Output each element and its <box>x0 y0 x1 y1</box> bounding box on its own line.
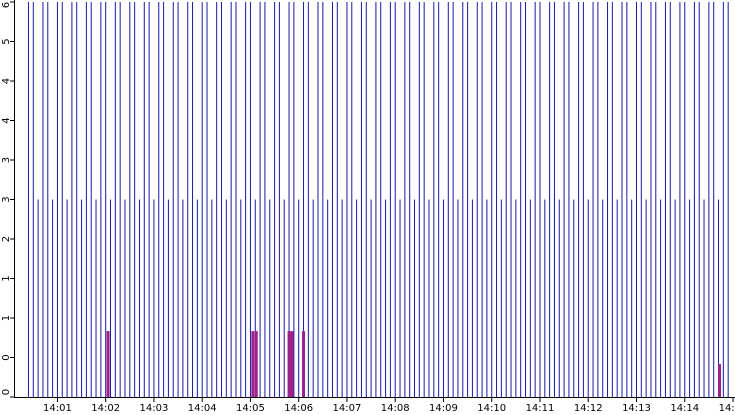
y-tick-label: 3 <box>1 196 12 202</box>
y-tick-label: 2 <box>1 236 12 242</box>
y-tick-label: 0 <box>1 354 12 360</box>
x-tick-label: 14:06 <box>284 403 313 414</box>
x-tick-label: 14:03 <box>140 403 169 414</box>
x-tick-label: 14:13 <box>622 403 651 414</box>
x-tick-label: 14:14 <box>670 403 699 414</box>
y-tick-label: 1 <box>1 275 12 281</box>
y-tick-label: 5 <box>1 38 12 44</box>
y-tick-label: 3 <box>1 157 12 163</box>
y-tick-label: 6 <box>1 2 12 8</box>
y-tick-label: 1 <box>1 315 12 321</box>
x-tick-label: 14:07 <box>333 403 362 414</box>
x-tick-label: 14:12 <box>574 403 603 414</box>
x-tick-label: 14:10 <box>477 403 506 414</box>
x-tick-label: 14:09 <box>429 403 458 414</box>
x-tick-label: 14:05 <box>236 403 265 414</box>
y-tick-label: 4 <box>1 117 12 123</box>
x-tick-label: 14:02 <box>91 403 120 414</box>
x-tick-label: 14:04 <box>188 403 217 414</box>
y-tick-label: 0 <box>1 389 12 395</box>
y-tick-label: 4 <box>1 78 12 84</box>
x-tick-label: 14:08 <box>381 403 410 414</box>
x-tick-label: 14:15 <box>719 403 735 414</box>
x-tick-label: 14:11 <box>526 403 555 414</box>
x-tick-label: 14:01 <box>43 403 72 414</box>
